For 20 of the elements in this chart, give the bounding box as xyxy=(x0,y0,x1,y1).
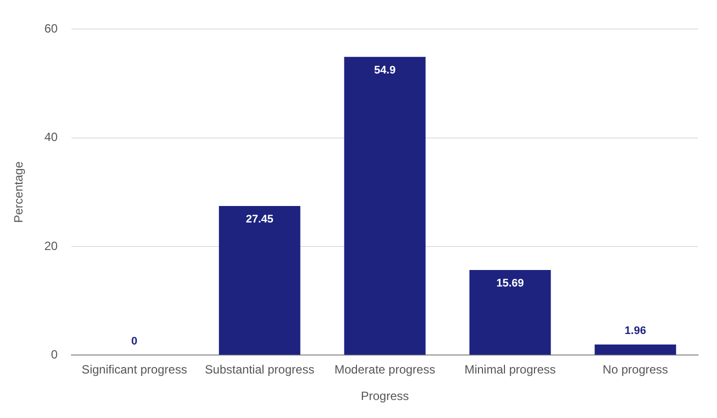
x-tick-label: Substantial progress xyxy=(204,362,314,377)
x-axis-title: Progress xyxy=(360,389,409,404)
bar xyxy=(344,56,426,355)
data-label: 1.96 xyxy=(624,325,646,338)
data-label: 15.69 xyxy=(496,277,524,290)
y-tick-label: 20 xyxy=(44,238,58,253)
bar xyxy=(594,344,676,355)
x-tick-label: Significant progress xyxy=(82,362,188,377)
y-tick-label: 0 xyxy=(51,348,58,362)
x-tick-label: No progress xyxy=(602,362,668,377)
y-axis-title: Percentage xyxy=(12,161,26,223)
data-label: 0 xyxy=(131,336,138,348)
data-label: 54.9 xyxy=(374,64,396,76)
x-tick-label: Minimal progress xyxy=(464,362,556,377)
y-tick-label: 60 xyxy=(44,22,58,36)
y-tick-label: 40 xyxy=(44,130,58,144)
data-label: 27.45 xyxy=(246,214,274,226)
bar xyxy=(469,270,551,355)
x-tick-label: Moderate progress xyxy=(334,362,436,377)
bar xyxy=(218,206,300,355)
